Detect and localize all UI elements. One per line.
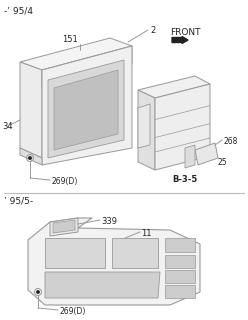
Text: 2: 2 <box>150 26 155 35</box>
Text: 25: 25 <box>218 158 228 167</box>
Polygon shape <box>138 90 155 170</box>
Polygon shape <box>195 143 218 165</box>
Polygon shape <box>50 218 78 236</box>
Polygon shape <box>54 70 118 150</box>
Polygon shape <box>155 84 210 170</box>
Polygon shape <box>138 76 210 98</box>
Polygon shape <box>20 62 42 158</box>
Polygon shape <box>112 238 158 268</box>
Text: 269(D): 269(D) <box>51 177 77 186</box>
Polygon shape <box>42 46 132 88</box>
Text: 151: 151 <box>62 35 78 44</box>
Polygon shape <box>42 46 132 165</box>
Text: 34: 34 <box>2 122 13 131</box>
Text: B-3-5: B-3-5 <box>172 175 197 184</box>
Polygon shape <box>53 220 75 233</box>
Polygon shape <box>185 145 195 168</box>
Polygon shape <box>20 38 132 70</box>
Polygon shape <box>165 255 195 268</box>
Polygon shape <box>48 60 124 158</box>
Text: 268: 268 <box>223 137 237 146</box>
Text: ’ 95/5-: ’ 95/5- <box>4 197 33 206</box>
Polygon shape <box>45 238 105 268</box>
Polygon shape <box>165 285 195 298</box>
Text: 339: 339 <box>101 217 117 226</box>
Text: 11: 11 <box>141 229 152 238</box>
Polygon shape <box>165 238 195 252</box>
FancyArrow shape <box>172 36 188 44</box>
Polygon shape <box>165 270 195 283</box>
Polygon shape <box>45 272 160 298</box>
Polygon shape <box>20 148 42 165</box>
Circle shape <box>37 291 39 293</box>
Text: -’ 95/4: -’ 95/4 <box>4 6 33 15</box>
Circle shape <box>29 157 31 159</box>
Polygon shape <box>28 218 200 305</box>
Text: 269(D): 269(D) <box>59 307 85 316</box>
Text: FRONT: FRONT <box>170 28 200 37</box>
Polygon shape <box>138 104 150 148</box>
